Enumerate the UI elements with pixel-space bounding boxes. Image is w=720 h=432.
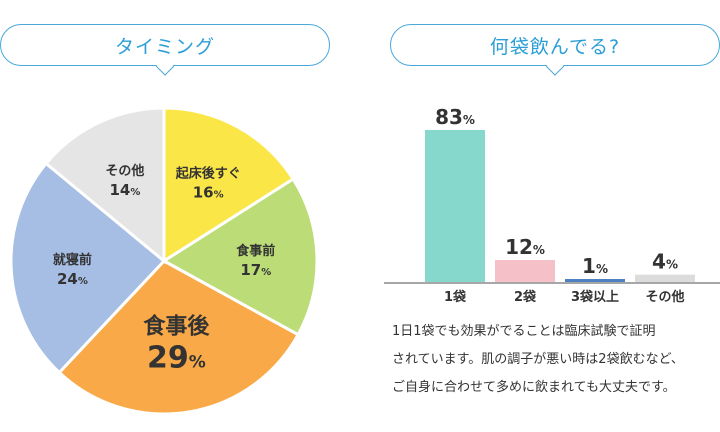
bar-value-label: 12%: [505, 235, 545, 259]
pie-slice-label: 起床後すぐ: [175, 166, 241, 182]
bar: [425, 130, 485, 282]
pie-slice: [43, 106, 166, 265]
pie-slice-label: 就寝前: [53, 252, 92, 268]
bar-title: 何袋飲んでる?: [489, 35, 621, 58]
pie-slice: [162, 106, 296, 264]
description-line: されています。肌の調子が悪い時は2袋飲むなど、: [392, 352, 684, 367]
x-tick-label: 1袋: [444, 289, 467, 305]
bar-value-label: 1%: [582, 254, 608, 278]
bar-value-label: 83%: [435, 105, 475, 129]
description-line: ご自身に合わせて多めに飲まれても大丈夫です。: [392, 380, 676, 395]
pie-slice-label: 食事後: [143, 314, 210, 340]
bar: [495, 260, 555, 282]
pie-title: タイミング: [114, 35, 215, 58]
count-bar-chart: 83% 1袋 12% 2袋 1% 3袋以上 4% その他: [384, 105, 720, 305]
bar-title-bubble: 何袋飲んでる?: [390, 24, 720, 66]
x-tick-label: 3袋以上: [571, 289, 619, 305]
bar-value-label: 4%: [652, 250, 678, 274]
pie-slice-label: その他: [105, 163, 144, 179]
pie-slice: [161, 176, 319, 337]
pie-title-bubble: タイミング: [0, 24, 330, 66]
bar: [565, 279, 625, 282]
bar: [635, 274, 695, 282]
x-tick-label: 2袋: [514, 289, 537, 305]
pie-slice-label: 食事前: [236, 243, 275, 259]
description: 1日1袋でも効果がでることは臨床試験で証明 されています。肌の調子が悪い時は2袋…: [392, 318, 720, 402]
x-tick-label: その他: [645, 289, 684, 305]
pie-slice: [9, 161, 167, 375]
description-line: 1日1袋でも効果がでることは臨床試験で証明: [392, 324, 656, 339]
pie-slice: [57, 259, 301, 416]
